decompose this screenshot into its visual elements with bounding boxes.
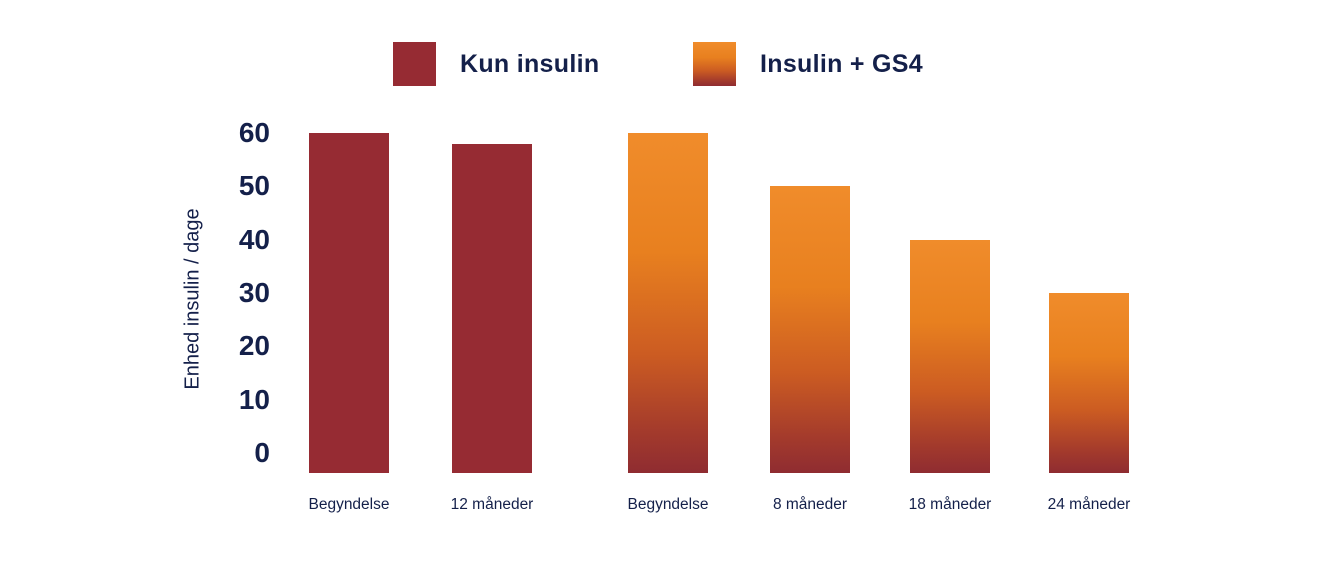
x-axis-label-4: 8 måneder xyxy=(772,496,848,513)
legend-item-kun-insulin: Kun insulin xyxy=(393,42,599,86)
legend-swatch-insulin-gs4 xyxy=(693,42,736,86)
bar-1-kun-insulin xyxy=(309,133,389,473)
legend-label-kun-insulin: Kun insulin xyxy=(460,49,600,78)
legend-item-insulin-gs4: Insulin + GS4 xyxy=(693,42,923,86)
legend-swatch-kun-insulin xyxy=(393,42,436,86)
y-axis-ticks: 60 50 40 30 20 10 0 xyxy=(170,0,270,578)
y-tick-label-30: 30 xyxy=(238,277,270,308)
bar-4-insulin-gs4 xyxy=(770,186,850,473)
x-axis-label-1: Begyndelse xyxy=(308,496,390,513)
bar-3-insulin-gs4 xyxy=(628,133,708,473)
y-tick-label-60: 60 xyxy=(238,117,270,148)
bar-6-insulin-gs4 xyxy=(1049,293,1129,473)
x-axis-label-2: 12 måneder xyxy=(450,496,534,513)
x-axis-label-5: 18 måneder xyxy=(908,496,992,513)
bar-2-kun-insulin xyxy=(452,143,532,473)
x-axis-label-6: 24 måneder xyxy=(1047,496,1131,513)
x-axis-label-3: Begyndelse xyxy=(627,496,709,513)
y-tick-label-0: 0 xyxy=(254,437,270,468)
legend-label-insulin-gs4: Insulin + GS4 xyxy=(760,49,923,78)
bar-5-insulin-gs4 xyxy=(910,239,990,473)
y-tick-label-10: 10 xyxy=(238,383,270,415)
y-tick-label-20: 20 xyxy=(238,330,270,362)
y-tick-label-40: 40 xyxy=(238,223,270,255)
y-tick-label-50: 50 xyxy=(238,170,270,202)
